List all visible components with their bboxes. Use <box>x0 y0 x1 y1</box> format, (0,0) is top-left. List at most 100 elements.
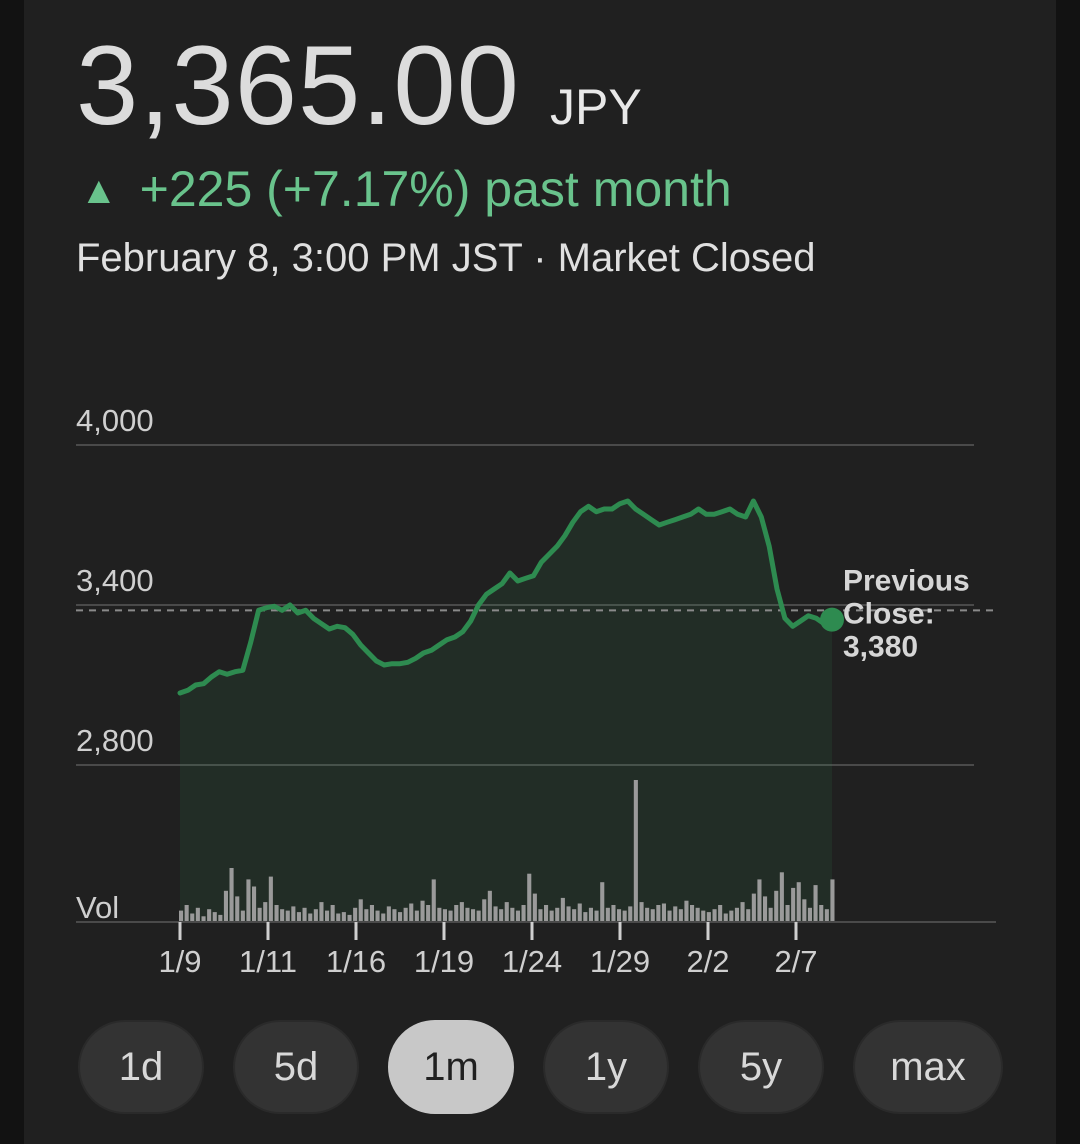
volume-bar <box>240 910 245 922</box>
volume-bar <box>751 893 756 922</box>
volume-bar <box>588 907 593 922</box>
x-tick-label: 1/19 <box>414 944 474 979</box>
price-change: ▲ +225 (+7.17%) past month <box>80 160 732 218</box>
currency-code: JPY <box>549 79 642 135</box>
volume-bar <box>369 905 374 922</box>
volume-bar <box>319 902 324 922</box>
volume-bar <box>195 907 200 922</box>
quote-panel <box>24 0 1056 1144</box>
previous-close-label-line: Close: <box>843 597 935 630</box>
volume-bar <box>201 916 206 922</box>
volume-bar <box>291 906 296 922</box>
volume-bar <box>358 899 363 922</box>
volume-bar <box>218 914 223 922</box>
volume-bar <box>246 879 251 922</box>
x-tick-label: 1/29 <box>590 944 650 979</box>
x-tick-label: 1/9 <box>158 944 201 979</box>
volume-bar <box>639 902 644 922</box>
volume-bar <box>403 907 408 922</box>
volume-bar <box>532 893 537 922</box>
change-text: +225 (+7.17%) past month <box>139 161 732 217</box>
volume-bar <box>594 910 599 922</box>
volume-bar <box>437 907 442 922</box>
volume-bar <box>471 909 476 922</box>
volume-bar <box>179 910 184 922</box>
volume-bar <box>212 912 217 922</box>
y-tick-label: 4,000 <box>76 403 154 438</box>
volume-bar <box>656 905 661 922</box>
volume-bar <box>577 903 582 922</box>
volume-bar <box>791 887 796 922</box>
volume-bar <box>560 897 565 922</box>
volume-bar <box>667 910 672 922</box>
volume-bar <box>414 910 419 922</box>
triangle-up-icon: ▲ <box>80 169 118 212</box>
volume-bar <box>280 909 285 922</box>
volume-bar <box>830 879 835 922</box>
x-tick-label: 1/16 <box>326 944 386 979</box>
x-tick-label: 1/11 <box>239 944 297 979</box>
volume-bar <box>223 890 228 922</box>
volume-bar <box>600 882 605 922</box>
current-price: 3,365.00 <box>76 23 520 148</box>
volume-bar <box>774 890 779 922</box>
volume-bar <box>409 903 414 922</box>
volume-bar <box>757 879 762 922</box>
volume-bar <box>487 890 492 922</box>
volume-bar <box>605 907 610 922</box>
range-button-1d[interactable]: 1d <box>78 1020 204 1114</box>
volume-bar <box>364 909 369 922</box>
volume-bar <box>678 909 683 922</box>
volume-bar <box>482 899 487 922</box>
volume-bar <box>426 905 431 922</box>
volume-bar <box>420 900 425 922</box>
volume-bar <box>353 907 358 922</box>
volume-bar <box>785 905 790 922</box>
volume-bar <box>448 910 453 922</box>
volume-bar <box>229 868 234 922</box>
volume-bar <box>274 905 279 922</box>
volume-bar <box>285 910 290 922</box>
range-button-max[interactable]: max <box>853 1020 1003 1114</box>
volume-bar <box>431 879 436 922</box>
range-button-5y[interactable]: 5y <box>698 1020 824 1114</box>
last-price-marker <box>820 607 844 632</box>
volume-bar <box>802 899 807 922</box>
volume-bar <box>566 906 571 922</box>
volume-bar <box>544 905 549 922</box>
volume-bar <box>527 873 532 922</box>
volume-bar <box>207 909 212 922</box>
previous-close-label-line: 3,380 <box>843 630 918 663</box>
volume-bar <box>813 885 818 922</box>
volume-bar <box>296 912 301 922</box>
price-row: 3,365.00 JPY <box>76 30 642 142</box>
volume-bar <box>645 907 650 922</box>
volume-bar <box>729 910 734 922</box>
range-button-5d[interactable]: 5d <box>233 1020 359 1114</box>
volume-bar <box>617 909 622 922</box>
y-tick-label: 2,800 <box>76 723 154 758</box>
volume-bar <box>673 906 678 922</box>
volume-bar <box>746 909 751 922</box>
volume-bar <box>538 909 543 922</box>
range-button-1y[interactable]: 1y <box>543 1020 669 1114</box>
volume-bar <box>622 910 627 922</box>
volume-bar <box>499 909 504 922</box>
volume-bar <box>493 906 498 922</box>
volume-bar <box>302 907 307 922</box>
volume-bar <box>392 909 397 922</box>
volume-bar <box>190 913 195 922</box>
range-button-1m[interactable]: 1m <box>388 1020 514 1114</box>
price-line <box>177 498 835 696</box>
price-chart[interactable]: 4,000 3,400 2,800 Previous Close: 3,380 Vol 1/9… <box>0 0 1080 1010</box>
previous-close-label: Previous Close: 3,380 <box>843 564 970 663</box>
volume-bar <box>465 907 470 922</box>
volume-bar <box>555 907 560 922</box>
volume-bar <box>583 912 588 922</box>
volume-bar <box>712 909 717 922</box>
volume-bar <box>807 907 812 922</box>
volume-bar <box>476 910 481 922</box>
market-status: February 8, 3:00 PM JST · Market Closed <box>76 236 816 280</box>
volume-bar <box>336 913 341 922</box>
volume-bar <box>330 905 335 922</box>
